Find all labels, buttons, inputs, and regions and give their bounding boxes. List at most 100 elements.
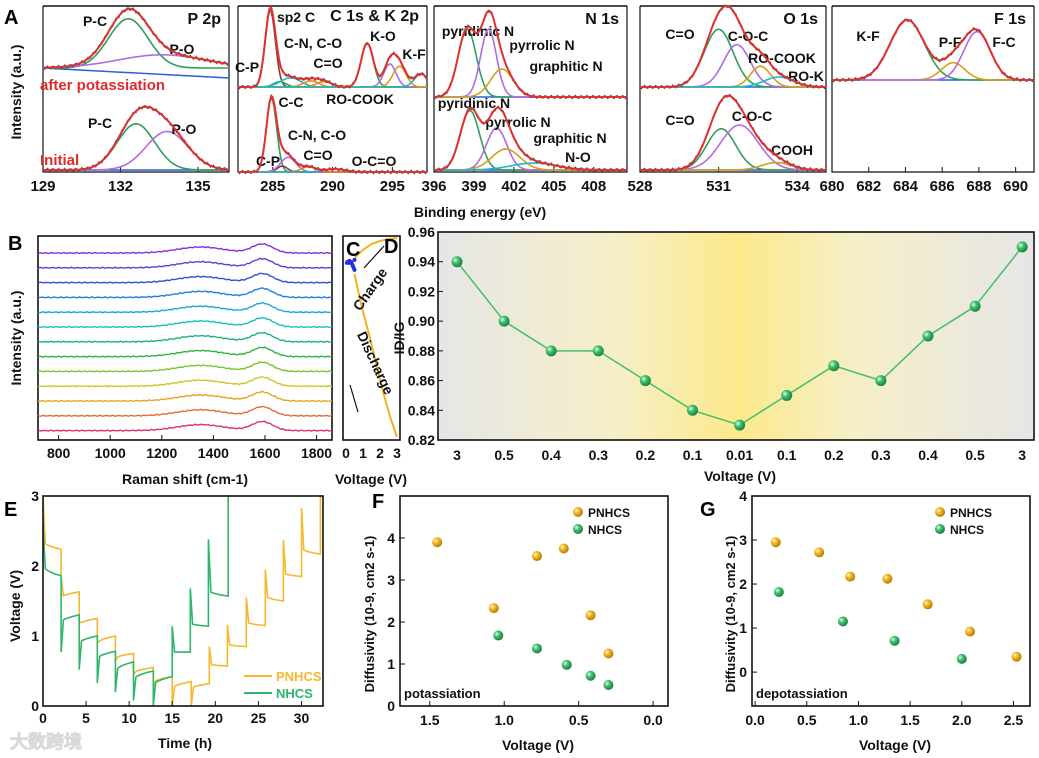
y-tick-label: 0.90 [408,313,435,329]
x-tick-label: 0.1 [777,447,797,463]
x-tick-label: 0.0 [745,712,765,728]
subplot-title: P 2p [188,11,222,28]
diffusivity-point-pnhcs [814,547,825,558]
y-tick-label: 1 [387,656,395,672]
diffusivity-point-pnhcs [922,599,933,610]
y-axis-title: Diffusivity (10-9, cm2 s-1) [723,536,738,693]
x-tick-label: 686 [930,178,955,195]
fit-envelope [640,4,827,88]
peak-label: C-O-C [732,108,772,124]
x-tick-label: 682 [856,178,881,195]
x-tick-label: 135 [185,178,210,195]
diffusivity-point-pnhcs [603,648,614,659]
x-tick-label: 690 [1003,178,1028,195]
after-potassiation-label: after potassiation [40,77,165,94]
peak-label: C=O [303,147,332,163]
y-tick-label: 0.88 [408,343,435,359]
x-tick-label: 0.3 [871,447,891,463]
x-tick-label: 129 [30,178,55,195]
peak-label: C-C [279,94,304,110]
diffusivity-point-nhcs [837,616,848,627]
x-axis-title: Binding energy (eV) [414,204,546,220]
panel-letter-f: F [372,491,384,513]
peak-label: C-N, C-O [284,35,342,51]
peak-label: C-P [235,59,259,75]
raman-point-marker [352,257,357,262]
legend-label: NHCS [950,523,984,537]
x-tick-label: 0.5 [797,712,817,728]
x-tick-label: 5 [82,710,90,726]
x-tick-label: 0.3 [589,447,609,463]
y-tick-label: 1 [31,628,39,644]
diffusivity-point-pnhcs [488,603,499,614]
y-tick-label: 3 [31,488,39,504]
fit-component-cyan [238,73,428,88]
x-tick-label: 0.4 [918,447,938,463]
id-ig-point [592,345,604,357]
diffusivity-point-pnhcs [965,626,976,637]
x-tick-label: 0 [39,710,47,726]
id-ig-point [781,389,793,401]
raman-trace [37,376,333,388]
panel-a-frame [831,6,1035,173]
x-tick-label: 1 [359,445,367,461]
diffusivity-point-nhcs [493,630,504,641]
x-tick-label: 1.5 [900,712,920,728]
y-tick-label: 1 [739,620,747,636]
legend-marker [935,507,945,517]
x-axis-title: Voltage (V) [704,468,776,484]
id-ig-point [639,375,651,387]
id-ig-point [498,315,510,327]
peak-label: O-C=O [352,153,397,169]
panel-d-frame [437,231,1035,441]
peak-label: pyrrolic N [509,37,574,53]
peak-label: C-O-C [728,28,768,44]
legend-marker [573,524,583,534]
diffusivity-point-pnhcs [531,551,542,562]
legend-marker [935,524,945,534]
watermark-logo: 大数跨境 [10,731,83,753]
x-tick-label: 295 [380,178,405,195]
fit-envelope [238,5,428,88]
raman-trace [37,316,333,329]
id-ig-point [875,375,887,387]
peak-label: C=O [665,26,694,42]
x-tick-label: 399 [461,178,486,195]
x-tick-label: 1200 [146,445,177,461]
fit-envelope [434,9,627,98]
panel-a-frame [639,6,827,173]
y-tick-label: 0 [31,698,39,714]
x-tick-label: 1.0 [849,712,869,728]
legend-label: PNHCS [588,506,630,520]
raman-point-marker [352,267,357,272]
y-tick-label: 0.84 [408,402,435,418]
panel-b-frame [37,235,333,441]
legend-label: NHCS [276,686,313,701]
x-tick-label: 531 [706,178,731,195]
diffusivity-point-pnhcs [770,537,781,548]
panel-letter-a: A [4,7,18,29]
diffusivity-point-pnhcs [558,543,569,554]
y-tick-label: 0.86 [408,373,435,389]
peak-label: C=O [313,55,342,71]
y-axis-title: Voltage (V) [7,570,23,642]
subplot-title: F 1s [994,11,1026,28]
raman-trace [37,257,333,270]
peak-label: K-F [856,28,880,44]
peak-label: K-F [402,46,426,62]
x-tick-label: 285 [260,178,285,195]
x-axis-title: Raman shift (cm-1) [122,471,248,487]
raman-trace [37,331,333,344]
watermark-text: 大数跨境 [10,731,82,752]
peak-label: RO-COOK [326,91,394,107]
x-tick-label: 30 [294,710,310,726]
x-tick-label: 534 [785,178,811,195]
raman-trace [37,405,333,418]
fit-envelope [832,18,1034,81]
charge-arrow [363,245,385,269]
x-tick-label: 0.4 [541,447,561,463]
diffusivity-point-nhcs [585,670,596,681]
x-tick-label: 0.2 [824,447,844,463]
x-tick-label: 3 [453,447,461,463]
peak-label: N-O [565,149,591,165]
